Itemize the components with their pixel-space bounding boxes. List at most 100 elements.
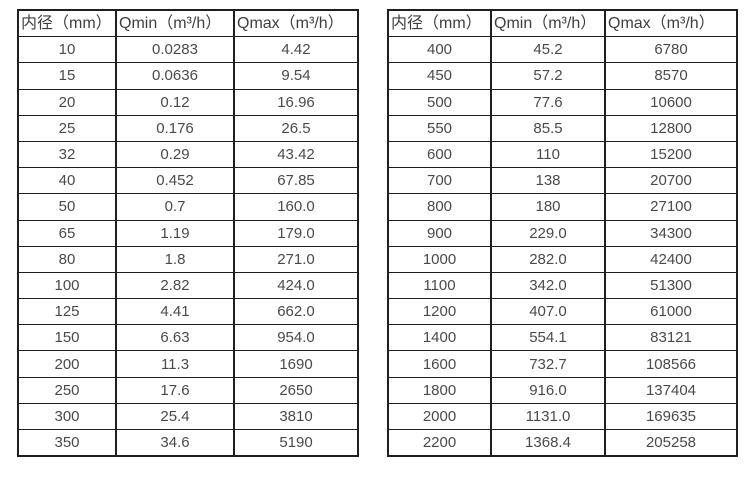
table-cell: 80 [17,245,117,273]
flow-table-large-diameters: 内径（mm） Qmin（m³/h） Qmax（m³/h） 400 45.2 6780 450… [387,9,738,458]
header-cell-1: Qmin（m³/h） [490,9,606,38]
table-cell: 20 [17,88,117,116]
header-row: 内径（mm） Qmin（m³/h） Qmax（m³/h） [17,9,359,38]
table-row: 400 45.2 6780 [387,36,738,64]
table-cell: 34.6 [115,429,235,457]
table-cell: 2.82 [115,271,235,300]
table-cell: 150 [17,324,117,352]
table-cell: 1400 [387,324,492,352]
table-cell: 1600 [387,350,492,378]
table-cell: 916.0 [490,376,606,404]
table-cell: 350 [17,429,117,457]
table-cell: 400 [387,36,492,64]
table-cell: 15200 [604,140,738,169]
header-cell-0: 内径（mm） [387,9,492,38]
table-cell: 3810 [233,402,359,431]
table-cell: 180 [490,193,606,221]
header-cell-2: Qmax（m³/h） [604,9,738,38]
table-cell: 10600 [604,88,738,116]
table-cell: 1.19 [115,219,235,247]
table-cell: 732.7 [490,350,606,378]
table-cell: 205258 [604,429,738,457]
table-cell: 17.6 [115,376,235,404]
table-row: 300 25.4 3810 [17,402,359,431]
table-cell: 700 [387,167,492,195]
table-cell: 160.0 [233,193,359,221]
table-row: 800 180 27100 [387,193,738,221]
header-row: 内径（mm） Qmin（m³/h） Qmax（m³/h） [387,9,738,38]
table-row: 1100 342.0 51300 [387,271,738,300]
table-row: 125 4.41 662.0 [17,298,359,326]
table-cell: 25.4 [115,402,235,431]
table-row: 350 34.6 5190 [17,429,359,457]
table-cell: 2000 [387,402,492,431]
table-row: 50 0.7 160.0 [17,193,359,221]
table-row: 900 229.0 34300 [387,219,738,247]
table-row: 500 77.6 10600 [387,88,738,116]
table-cell: 100 [17,271,117,300]
table-cell: 83121 [604,324,738,352]
table-cell: 600 [387,140,492,169]
table-row: 200 11.3 1690 [17,350,359,378]
table-cell: 57.2 [490,62,606,90]
table-cell: 1800 [387,376,492,404]
table-cell: 51300 [604,271,738,300]
table-cell: 0.452 [115,167,235,195]
table-cell: 1690 [233,350,359,378]
table-cell: 4.42 [233,36,359,64]
table-cell: 500 [387,88,492,116]
table-row: 2200 1368.4 205258 [387,429,738,457]
header-cell-2: Qmax（m³/h） [233,9,359,38]
table-cell: 1000 [387,245,492,273]
table-row: 2000 1131.0 169635 [387,402,738,431]
table-row: 100 2.82 424.0 [17,271,359,300]
table-row: 40 0.452 67.85 [17,167,359,195]
table-cell: 40 [17,167,117,195]
table-cell: 0.29 [115,140,235,169]
table-cell: 110 [490,140,606,169]
flow-table-small-diameters: 内径（mm） Qmin（m³/h） Qmax（m³/h） 10 0.0283 4.42 15… [17,9,359,458]
table-cell: 424.0 [233,271,359,300]
table-cell: 42400 [604,245,738,273]
table-cell: 77.6 [490,88,606,116]
table-cell: 250 [17,376,117,404]
table-cell: 554.1 [490,324,606,352]
table-cell: 450 [387,62,492,90]
table-cell: 43.42 [233,140,359,169]
table-cell: 16.96 [233,88,359,116]
table-row: 1000 282.0 42400 [387,245,738,273]
table-cell: 8570 [604,62,738,90]
table-cell: 0.176 [115,114,235,142]
table-row: 25 0.176 26.5 [17,114,359,142]
table-cell: 5190 [233,429,359,457]
header-cell-1: Qmin（m³/h） [115,9,235,38]
table-cell: 15 [17,62,117,90]
table-cell: 12800 [604,114,738,142]
table-row: 32 0.29 43.42 [17,140,359,169]
table-row: 10 0.0283 4.42 [17,36,359,64]
table-cell: 34300 [604,219,738,247]
table-row: 600 110 15200 [387,140,738,169]
table-cell: 20700 [604,167,738,195]
table-cell: 4.41 [115,298,235,326]
table-cell: 6780 [604,36,738,64]
table-cell: 954.0 [233,324,359,352]
header-cell-0: 内径（mm） [17,9,117,38]
table-row: 150 6.63 954.0 [17,324,359,352]
table-cell: 9.54 [233,62,359,90]
table-cell: 32 [17,140,117,169]
table-cell: 67.85 [233,167,359,195]
table-cell: 25 [17,114,117,142]
table-cell: 61000 [604,298,738,326]
table-cell: 169635 [604,402,738,431]
table-cell: 800 [387,193,492,221]
table-cell: 342.0 [490,271,606,300]
table-row: 20 0.12 16.96 [17,88,359,116]
table-cell: 282.0 [490,245,606,273]
table-cell: 1131.0 [490,402,606,431]
table-cell: 65 [17,219,117,247]
table-cell: 10 [17,36,117,64]
table-cell: 1100 [387,271,492,300]
table-cell: 108566 [604,350,738,378]
